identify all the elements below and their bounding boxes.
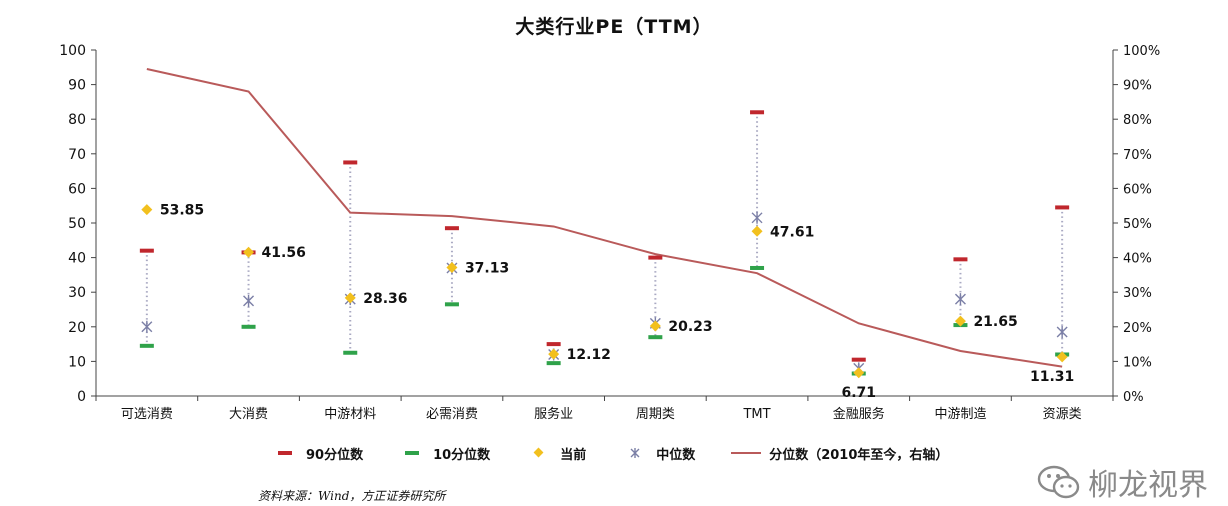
current-value-label: 41.56	[262, 245, 306, 261]
p10-marker	[750, 265, 765, 270]
p10-marker	[139, 343, 154, 348]
p10-marker	[546, 361, 561, 366]
legend-item-median: 中位数	[620, 444, 695, 463]
current-value-label: 28.36	[363, 291, 407, 307]
right-tick-label: 20%	[1123, 321, 1152, 336]
left-tick-label: 80	[68, 112, 86, 128]
right-tick-label: 0%	[1123, 390, 1144, 405]
category-label: 必需消费	[426, 407, 478, 422]
current-marker	[954, 315, 966, 327]
p90-marker	[343, 160, 358, 165]
current-value-label: 6.71	[841, 385, 876, 401]
percentile-line	[146, 68, 1063, 368]
p90-marker	[953, 257, 968, 262]
legend: 90分位数 10分位数 当前 中位数 分位数（2010年至今，右轴）	[270, 442, 982, 464]
right-tick-label: 70%	[1123, 148, 1152, 163]
left-tick-label: 90	[68, 78, 86, 94]
legend-item-p10: 10分位数	[397, 444, 490, 463]
median-marker	[243, 294, 255, 307]
legend-current-label: 当前	[560, 447, 587, 463]
chart-title: 大类行业PE（TTM）	[515, 16, 713, 38]
category-label: 服务业	[534, 406, 573, 422]
legend-p90-label: 90分位数	[306, 447, 364, 463]
left-tick-label: 100	[59, 43, 86, 59]
watermark-text: 柳龙视界	[1088, 468, 1208, 503]
right-tick-label: 10%	[1123, 355, 1152, 370]
right-tick-label: 40%	[1123, 252, 1152, 267]
legend-item-current: 当前	[524, 444, 586, 463]
legend-current-swatch	[524, 446, 554, 460]
category-label: TMT	[742, 407, 770, 422]
current-marker	[548, 348, 560, 360]
current-value-label: 20.23	[668, 319, 712, 335]
legend-percentile-swatch	[729, 446, 763, 460]
current-marker	[649, 320, 661, 332]
legend-median-label: 中位数	[656, 447, 696, 463]
p90-marker	[546, 342, 561, 347]
category-label: 中游材料	[324, 407, 376, 422]
median-marker	[1056, 325, 1068, 338]
legend-percentile-label: 分位数（2010年至今，右轴）	[769, 447, 949, 463]
current-marker	[344, 292, 356, 304]
median-marker	[141, 320, 153, 333]
source-note: 资料来源：Wind，方正证券研究所	[258, 489, 446, 503]
category-label: 资源类	[1043, 407, 1082, 422]
right-tick-label: 30%	[1123, 286, 1152, 301]
current-marker	[751, 225, 763, 237]
current-value-label: 47.61	[770, 224, 814, 240]
legend-median-swatch	[620, 446, 650, 460]
p10-marker	[343, 350, 358, 355]
p90-marker	[648, 255, 663, 260]
watermark: 柳龙视界	[1036, 460, 1208, 504]
current-value-label: 12.12	[567, 347, 611, 363]
legend-p10-swatch	[397, 446, 427, 460]
current-value-label: 37.13	[465, 261, 509, 277]
right-tick-label: 100%	[1123, 44, 1160, 59]
category-label: 金融服务	[833, 406, 885, 422]
right-tick-label: 80%	[1123, 113, 1152, 128]
p90-marker	[139, 248, 154, 253]
category-label: 可选消费	[121, 407, 173, 422]
p90-marker	[444, 226, 459, 231]
p10-marker	[241, 324, 256, 329]
legend-item-percentile: 分位数（2010年至今，右轴）	[729, 444, 948, 463]
p90-marker	[1055, 205, 1070, 210]
current-marker	[243, 246, 255, 258]
current-value-label: 21.65	[973, 314, 1017, 330]
left-tick-label: 10	[68, 354, 86, 370]
right-tick-label: 60%	[1123, 182, 1152, 197]
legend-item-p90: 90分位数	[270, 444, 363, 463]
category-label: 周期类	[636, 407, 675, 422]
right-tick-label: 50%	[1123, 217, 1152, 232]
p10-marker	[444, 302, 459, 307]
left-tick-label: 40	[68, 251, 86, 267]
left-tick-label: 60	[68, 181, 86, 197]
left-tick-label: 20	[68, 320, 86, 336]
wechat-icon	[1037, 465, 1080, 499]
median-marker	[751, 211, 763, 224]
category-label: 大消费	[229, 407, 268, 422]
category-label: 中游制造	[934, 407, 986, 422]
legend-p10-label: 10分位数	[433, 447, 491, 463]
legend-p90-swatch	[270, 446, 300, 460]
current-marker	[853, 367, 865, 379]
left-tick-label: 50	[68, 216, 86, 232]
current-marker	[141, 204, 153, 216]
current-marker	[446, 262, 458, 274]
current-marker	[1056, 351, 1068, 363]
p90-marker	[851, 357, 866, 362]
current-value-label: 53.85	[160, 203, 204, 219]
current-value-label: 11.31	[1030, 369, 1074, 385]
left-tick-label: 70	[68, 147, 86, 163]
left-tick-label: 0	[77, 389, 86, 405]
left-tick-label: 30	[68, 285, 86, 301]
right-tick-label: 90%	[1123, 79, 1152, 94]
median-marker	[954, 293, 966, 306]
p10-marker	[648, 335, 663, 340]
p90-marker	[750, 110, 765, 115]
